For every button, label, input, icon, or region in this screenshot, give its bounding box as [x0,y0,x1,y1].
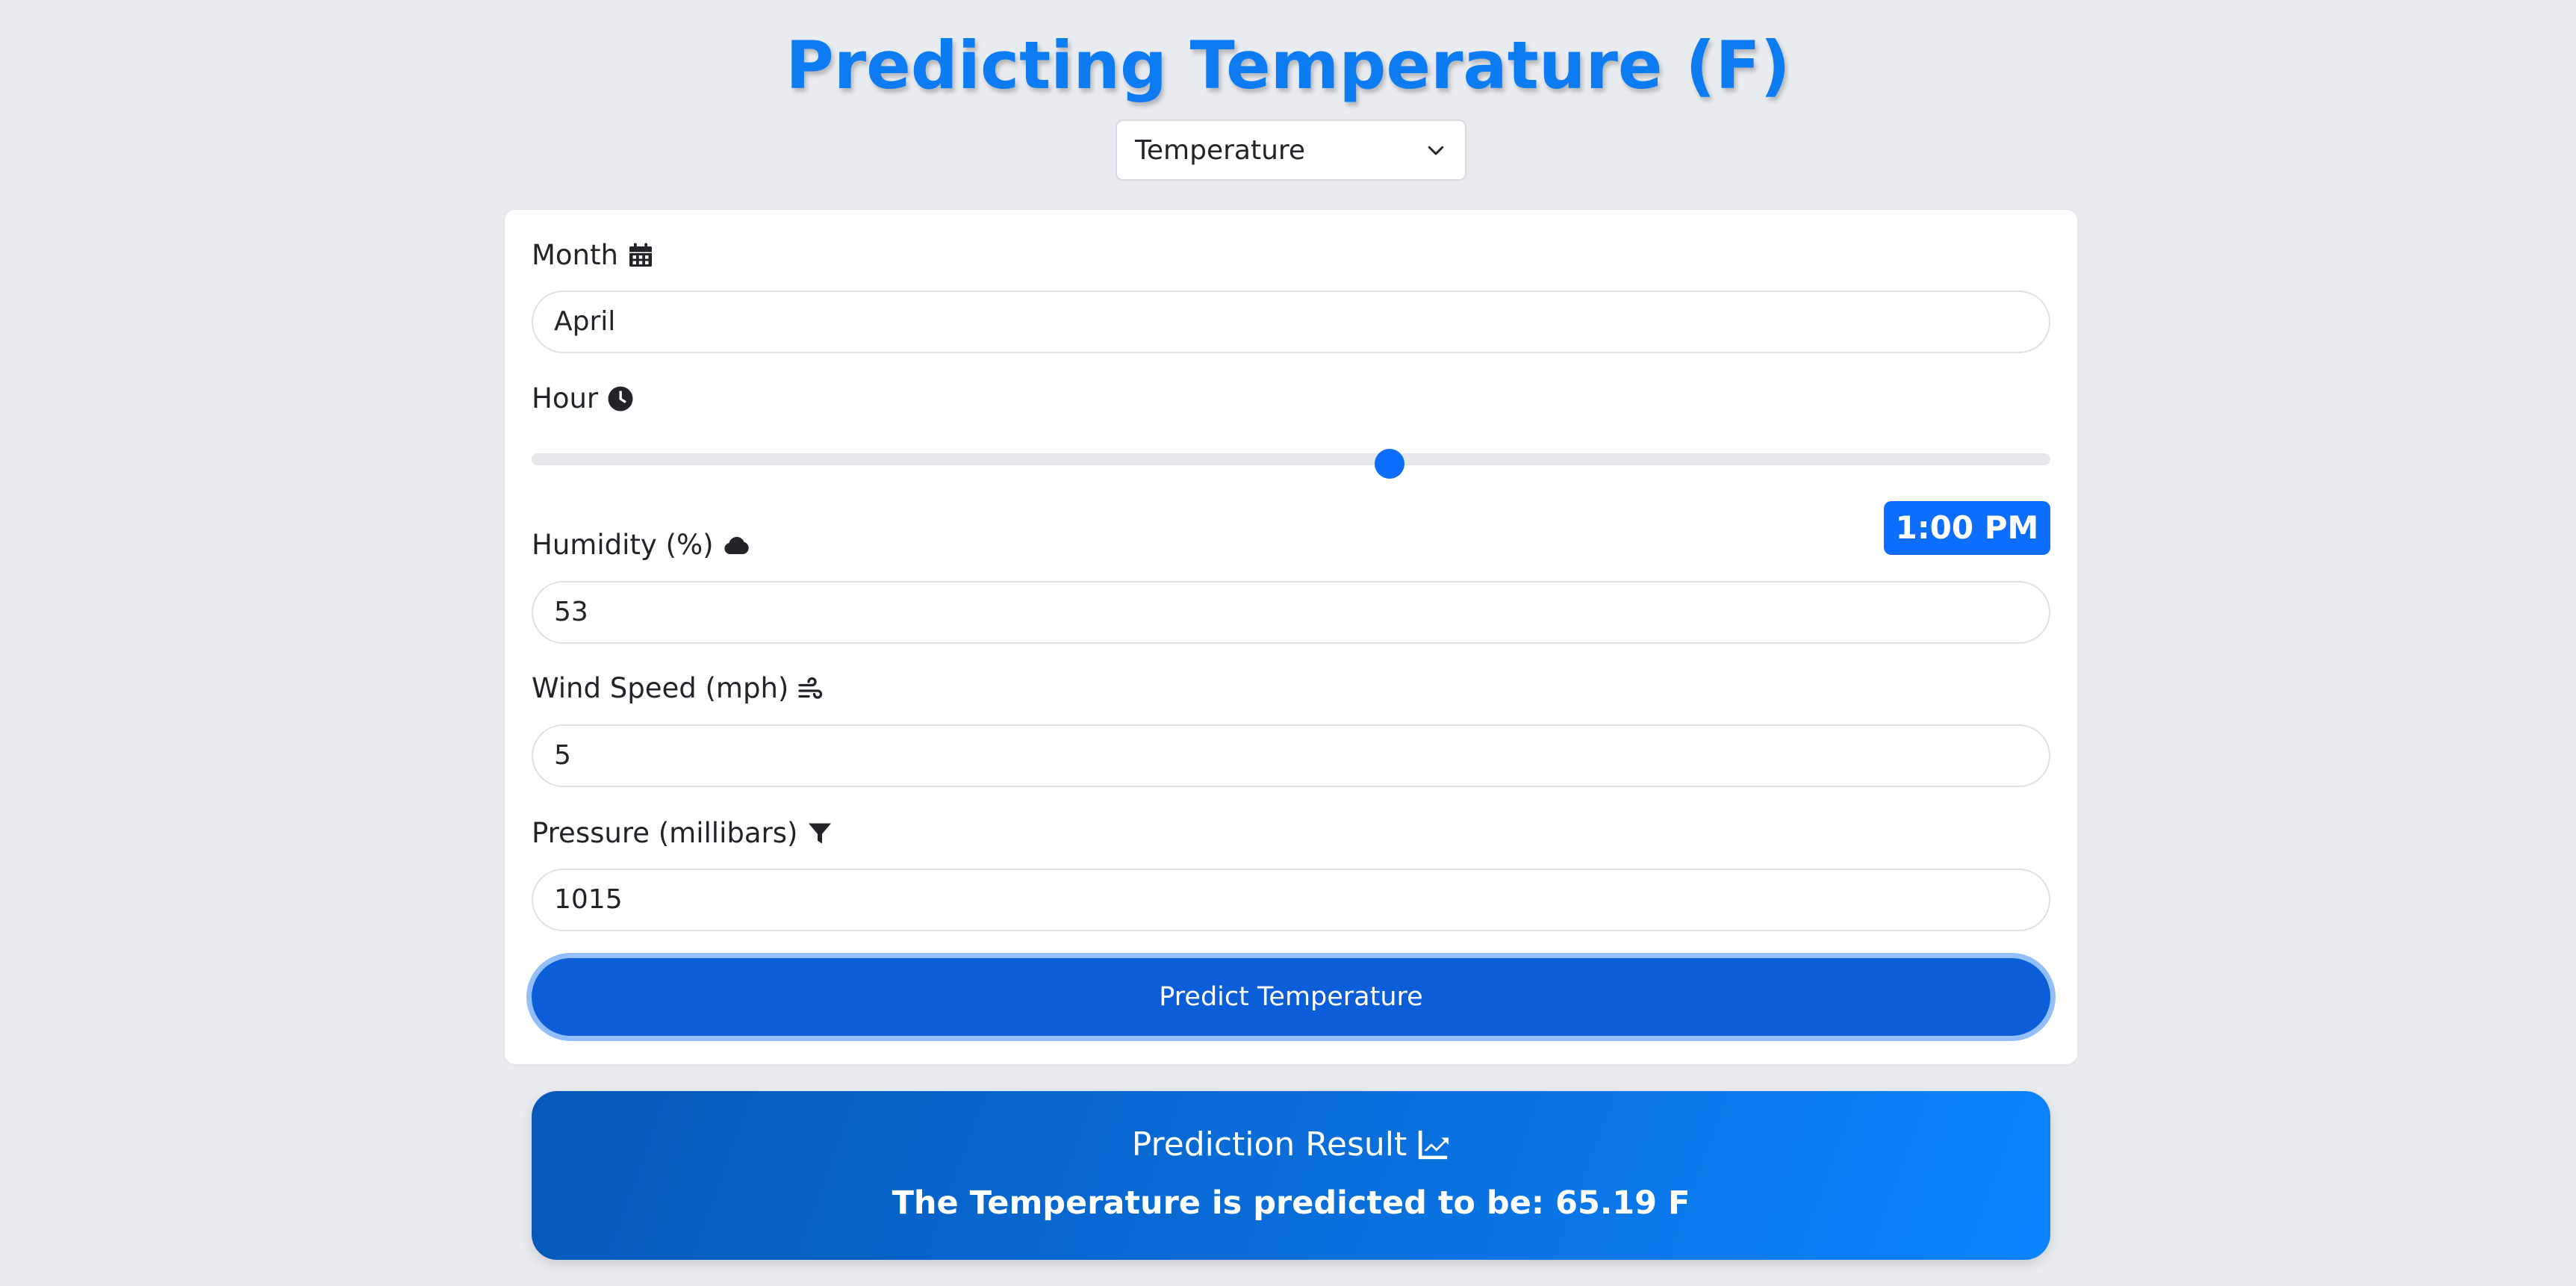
humidity-field[interactable]: 53 [532,581,2050,644]
page-title: Predicting Temperature (F) [785,27,1791,104]
predict-temperature-button[interactable]: Predict Temperature [532,958,2050,1036]
prediction-form: Month April Hour 1:00 PM Humidity (%) 53… [505,210,2077,1064]
target-select-value: Temperature [1135,134,1306,166]
hour-slider-track[interactable] [532,453,2050,465]
target-select[interactable]: Temperature [1116,119,1466,181]
prediction-result-panel: Prediction Result The Temperature is pre… [532,1091,2050,1260]
chevron-down-icon [1428,146,1444,155]
clock-icon [608,386,633,411]
month-label: Month [532,237,654,274]
hour-slider-thumb[interactable] [1375,449,1405,479]
cloud-icon [724,536,749,554]
calendar-icon [629,243,652,267]
month-field[interactable]: April [532,291,2050,353]
pressure-label: Pressure (millibars) [532,815,833,852]
prediction-result-title: Prediction Result [532,1121,2050,1169]
humidity-label: Humidity (%) [532,526,750,564]
prediction-result-value: The Temperature is predicted to be: 65.1… [892,1184,1690,1222]
wind-speed-field[interactable]: 5 [532,724,2050,787]
wind-icon [798,677,823,699]
pressure-field[interactable]: 1015 [532,869,2050,931]
hour-label: Hour [532,380,634,417]
chart-line-icon [1419,1130,1449,1160]
hour-display-badge: 1:00 PM [1884,501,2050,555]
wind-speed-label: Wind Speed (mph) [532,670,824,707]
filter-icon [809,823,832,844]
